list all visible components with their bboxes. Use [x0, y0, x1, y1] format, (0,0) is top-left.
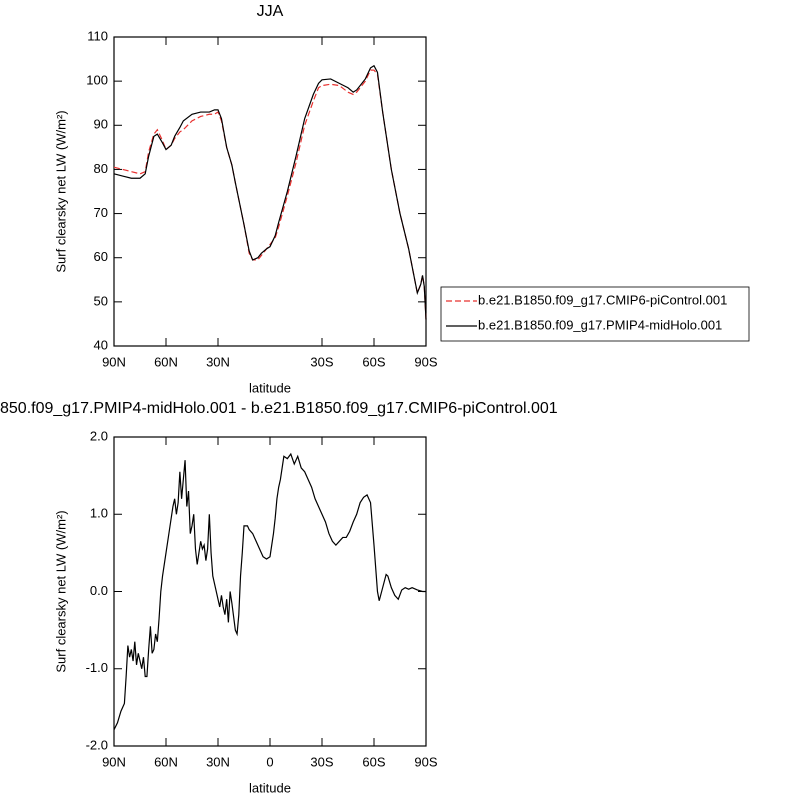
x-tick-label: 90N — [102, 754, 126, 769]
y-tick-label: 110 — [87, 28, 108, 43]
y-tick-label: 100 — [86, 73, 108, 88]
x-tick-label: 30S — [310, 754, 333, 769]
chart-title: 850.f09_g17.PMIP4-midHolo.001 - b.e21.B1… — [0, 400, 558, 417]
chart-title: JJA — [257, 3, 284, 20]
x-tick-label: 60S — [362, 354, 385, 369]
y-tick-label: 40 — [94, 337, 108, 352]
x-tick-label: 30N — [206, 354, 230, 369]
x-tick-label: 60S — [362, 754, 385, 769]
plot-frame — [113, 36, 427, 347]
y-axis-label: Surf clearsky net LW (W/m²) — [53, 510, 68, 672]
y-tick-label: 80 — [94, 161, 108, 176]
y-axis-label: Surf clearsky net LW (W/m²) — [53, 110, 68, 272]
y-tick-label: 90 — [94, 117, 108, 132]
y-tick-label: 60 — [94, 249, 108, 264]
legend-label: b.e21.B1850.f09_g17.PMIP4-midHolo.001 — [478, 317, 722, 332]
y-tick-label: 50 — [94, 293, 108, 308]
x-tick-label: 90N — [102, 354, 126, 369]
x-tick-label: 90S — [414, 354, 437, 369]
legend-label: b.e21.B1850.f09_g17.CMIP6-piControl.001 — [478, 292, 727, 307]
data-line — [113, 69, 427, 320]
x-axis-label: latitude — [249, 780, 291, 795]
y-tick-label: 70 — [94, 205, 108, 220]
y-tick-label: 1.0 — [90, 506, 108, 521]
y-tick-label: 2.0 — [90, 428, 108, 443]
x-tick-label: 30N — [206, 754, 230, 769]
x-tick-label: 90S — [414, 754, 437, 769]
x-tick-label: 60N — [154, 754, 178, 769]
x-tick-label: 60N — [154, 354, 178, 369]
x-tick-label: 30S — [310, 354, 333, 369]
x-axis-label: latitude — [249, 380, 291, 395]
y-tick-label: 0.0 — [90, 583, 108, 598]
y-tick-label: -1.0 — [86, 660, 108, 675]
y-tick-label: -2.0 — [86, 737, 108, 752]
data-line — [113, 452, 426, 731]
legend-box — [440, 286, 750, 342]
x-tick-label: 0 — [266, 754, 273, 769]
data-line — [113, 64, 427, 320]
